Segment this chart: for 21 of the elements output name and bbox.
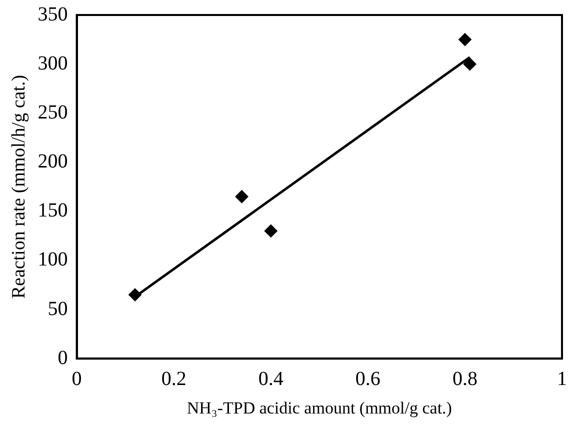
y-tick-label: 200 xyxy=(38,150,68,173)
y-tick-label: 0 xyxy=(58,346,68,369)
point xyxy=(128,288,142,302)
x-tick-label: 1 xyxy=(557,368,567,390)
point xyxy=(458,33,472,46)
y-tick-label: 50 xyxy=(48,298,68,320)
x-tick-label: 0.8 xyxy=(452,368,478,390)
x-tick-label: 0.6 xyxy=(355,368,380,390)
y-tick-label: 150 xyxy=(38,200,68,222)
point xyxy=(235,190,248,204)
point xyxy=(264,224,278,238)
x-tick-label: 0.2 xyxy=(161,368,186,390)
y-tick-label: 300 xyxy=(38,52,68,74)
x-tick-label: 0.4 xyxy=(258,368,284,390)
y-tick-label: 250 xyxy=(38,101,68,124)
y-tick-label: 350 xyxy=(38,3,68,26)
x-tick-label: 0 xyxy=(72,368,82,390)
point xyxy=(463,58,476,71)
y-tick-label: 100 xyxy=(38,248,68,271)
y-axis-title: Reaction rate (mmol/h/g cat.) xyxy=(8,74,30,299)
x-axis-title: NH₃-TPD acidic amount (mmol/g cat.) xyxy=(186,398,452,418)
